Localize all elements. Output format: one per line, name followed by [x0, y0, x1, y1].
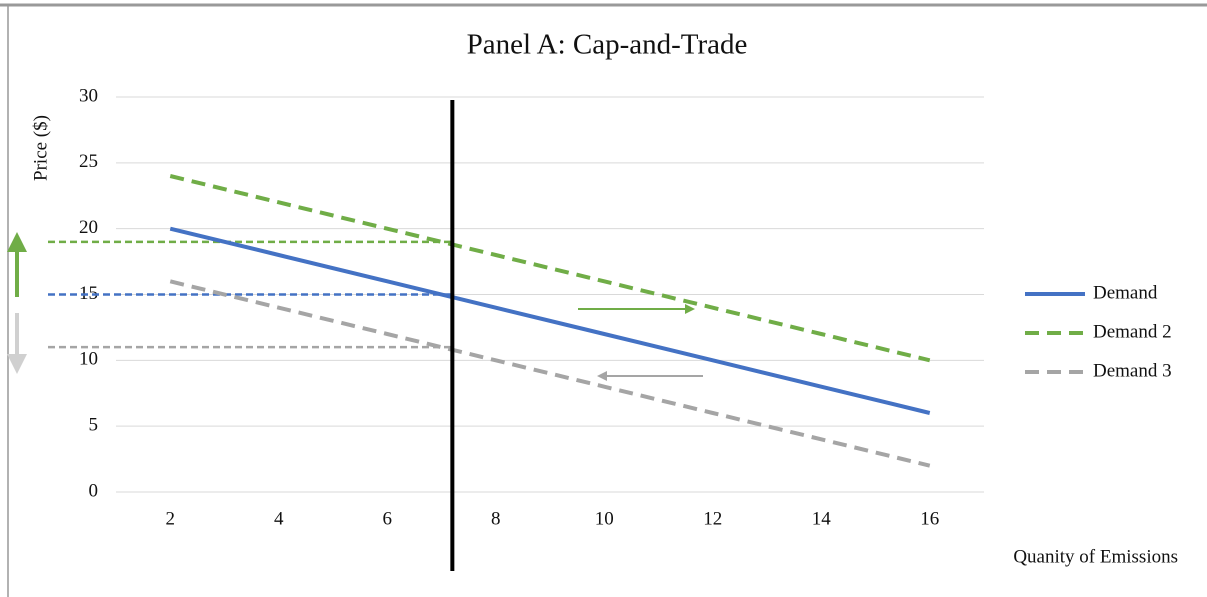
x-tick-label: 14 — [812, 508, 832, 529]
legend-label: Demand — [1093, 282, 1158, 303]
y-tick-label: 0 — [89, 480, 99, 501]
y-tick-label: 10 — [79, 349, 98, 370]
plot: 0 5 10 15 20 25 30 2 4 6 8 10 12 14 16 Demand Demand 2 De… — [48, 85, 1172, 571]
y-tick-label: 20 — [79, 217, 98, 238]
x-tick-label: 12 — [703, 508, 722, 529]
x-tick-label: 16 — [920, 508, 939, 529]
chart-title: Panel A: Cap-and-Trade — [467, 29, 748, 61]
x-axis-label: Quanity of Emissions — [1013, 546, 1178, 567]
y-tick-label: 30 — [79, 85, 98, 106]
legend-label: Demand 3 — [1093, 360, 1172, 381]
y-tick-label: 5 — [89, 415, 99, 436]
x-tick-label: 2 — [166, 508, 176, 529]
y-tick-label: 25 — [79, 151, 98, 172]
y-tick-label: 15 — [79, 283, 98, 304]
y-axis-label: Price ($) — [30, 115, 51, 181]
legend-label: Demand 2 — [1093, 321, 1172, 342]
data-line — [169, 174, 931, 363]
x-tick-label: 6 — [383, 508, 393, 529]
data-line — [169, 279, 931, 468]
x-tick-label: 10 — [595, 508, 614, 529]
x-tick-label: 8 — [491, 508, 501, 529]
data-line — [169, 226, 931, 415]
x-tick-label: 4 — [274, 508, 284, 529]
